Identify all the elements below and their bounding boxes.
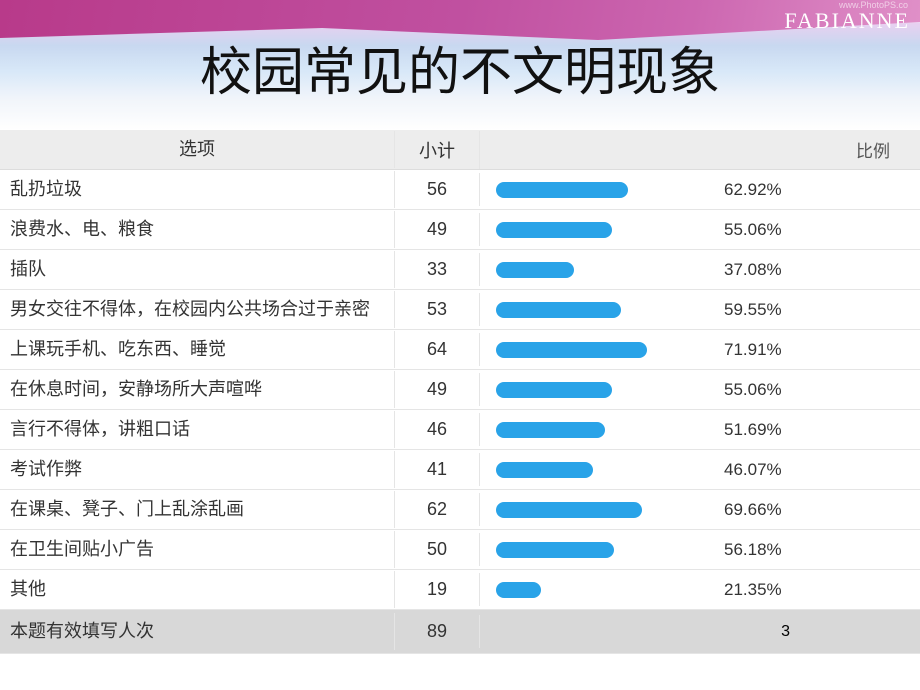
row-bar-cell: 59.55% <box>480 294 920 326</box>
survey-table: 选项 小计 比例 乱扔垃圾5662.92%浪费水、电、粮食4955.06%插队3… <box>0 130 920 654</box>
row-count: 19 <box>395 573 480 606</box>
row-option: 男女交往不得体，在校园内公共场合过于亲密 <box>0 291 395 327</box>
table-row: 在休息时间，安静场所大声喧哗49 55.06% <box>0 370 920 410</box>
row-count: 41 <box>395 453 480 486</box>
row-pct-label: 59.55% <box>724 300 782 320</box>
row-pct-label: 56.18% <box>724 540 782 560</box>
row-count: 64 <box>395 333 480 366</box>
bar-fill <box>496 342 647 358</box>
row-bar-cell: 71.91% <box>480 334 920 366</box>
row-option: 其他 <box>0 571 395 607</box>
bar-fill <box>496 462 593 478</box>
bar-track <box>496 182 706 198</box>
bar-track <box>496 302 706 318</box>
bar-track <box>496 222 706 238</box>
page-title: 校园常见的不文明现象 <box>0 30 920 105</box>
row-count: 49 <box>395 213 480 246</box>
bar-fill <box>496 382 612 398</box>
row-bar-cell: 55.06% <box>480 374 920 406</box>
header-ratio: 比例 <box>480 131 920 168</box>
bar-fill <box>496 502 642 518</box>
bar-track <box>496 542 706 558</box>
footer-bar-empty: 3 <box>480 626 920 638</box>
bar-track <box>496 502 706 518</box>
row-option: 在休息时间，安静场所大声喧哗 <box>0 371 395 407</box>
row-pct-label: 55.06% <box>724 380 782 400</box>
row-count: 33 <box>395 253 480 286</box>
table-row: 言行不得体，讲粗口话46 51.69% <box>0 410 920 450</box>
header-count: 小计 <box>395 131 480 169</box>
row-count: 62 <box>395 493 480 526</box>
bar-track <box>496 382 706 398</box>
row-bar-cell: 21.35% <box>480 574 920 606</box>
table-row: 在卫生间贴小广告50 56.18% <box>0 530 920 570</box>
row-pct-label: 21.35% <box>724 580 782 600</box>
row-bar-cell: 37.08% <box>480 254 920 286</box>
row-option: 上课玩手机、吃东西、睡觉 <box>0 331 395 367</box>
table-row: 浪费水、电、粮食49 55.06% <box>0 210 920 250</box>
row-option: 考试作弊 <box>0 451 395 487</box>
row-count: 53 <box>395 293 480 326</box>
row-option: 言行不得体，讲粗口话 <box>0 411 395 447</box>
bar-track <box>496 422 706 438</box>
row-option: 乱扔垃圾 <box>0 171 395 207</box>
row-count: 50 <box>395 533 480 566</box>
bar-track <box>496 462 706 478</box>
row-bar-cell: 46.07% <box>480 454 920 486</box>
row-bar-cell: 56.18% <box>480 534 920 566</box>
row-count: 46 <box>395 413 480 446</box>
bar-fill <box>496 542 614 558</box>
row-bar-cell: 51.69% <box>480 414 920 446</box>
bar-fill <box>496 222 612 238</box>
banner: www.PhotoPS.co FABIANNE 校园常见的不文明现象 <box>0 0 920 130</box>
page-number: 3 <box>781 623 790 641</box>
row-bar-cell: 55.06% <box>480 214 920 246</box>
row-bar-cell: 69.66% <box>480 494 920 526</box>
bar-fill <box>496 422 605 438</box>
table-row: 上课玩手机、吃东西、睡觉64 71.91% <box>0 330 920 370</box>
row-pct-label: 51.69% <box>724 420 782 440</box>
footer-label: 本题有效填写人次 <box>0 613 395 649</box>
table-footer-row: 本题有效填写人次 89 3 <box>0 610 920 654</box>
table-header-row: 选项 小计 比例 <box>0 130 920 170</box>
bar-fill <box>496 582 541 598</box>
table-row: 在课桌、凳子、门上乱涂乱画62 69.66% <box>0 490 920 530</box>
row-count: 49 <box>395 373 480 406</box>
row-pct-label: 71.91% <box>724 340 782 360</box>
bar-track <box>496 582 706 598</box>
row-pct-label: 37.08% <box>724 260 782 280</box>
row-count: 56 <box>395 173 480 206</box>
bar-fill <box>496 262 574 278</box>
table-row: 其他19 21.35% <box>0 570 920 610</box>
bar-track <box>496 262 706 278</box>
header-option: 选项 <box>0 131 395 167</box>
bar-track <box>496 342 706 358</box>
table-row: 男女交往不得体，在校园内公共场合过于亲密53 59.55% <box>0 290 920 330</box>
row-pct-label: 46.07% <box>724 460 782 480</box>
row-pct-label: 62.92% <box>724 180 782 200</box>
row-option: 在卫生间贴小广告 <box>0 531 395 567</box>
row-pct-label: 69.66% <box>724 500 782 520</box>
bar-fill <box>496 182 628 198</box>
row-option: 浪费水、电、粮食 <box>0 211 395 247</box>
table-row: 乱扔垃圾56 62.92% <box>0 170 920 210</box>
bar-fill <box>496 302 621 318</box>
table-row: 插队33 37.08% <box>0 250 920 290</box>
row-option: 在课桌、凳子、门上乱涂乱画 <box>0 491 395 527</box>
row-bar-cell: 62.92% <box>480 174 920 206</box>
footer-count: 89 <box>395 615 480 648</box>
row-option: 插队 <box>0 251 395 287</box>
table-row: 考试作弊41 46.07% <box>0 450 920 490</box>
row-pct-label: 55.06% <box>724 220 782 240</box>
